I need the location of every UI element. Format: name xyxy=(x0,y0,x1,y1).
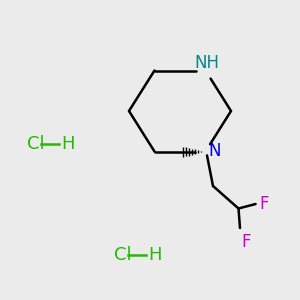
Text: N: N xyxy=(208,142,220,160)
Text: Cl: Cl xyxy=(27,135,45,153)
Text: H: H xyxy=(148,246,162,264)
Text: F: F xyxy=(259,195,268,213)
Text: Cl: Cl xyxy=(114,246,132,264)
Text: F: F xyxy=(241,233,250,251)
Text: H: H xyxy=(61,135,75,153)
Text: NH: NH xyxy=(194,54,220,72)
